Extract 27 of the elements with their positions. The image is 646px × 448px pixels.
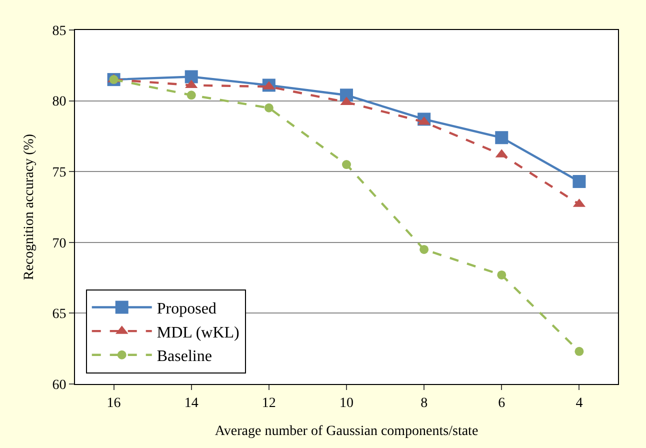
point [495,131,508,144]
x-tick-label: 14 [184,396,198,411]
y-axis-title: Recognition accuracy (%) [22,134,37,280]
y-tick-label: 60 [52,378,66,393]
y-tick-label: 85 [52,24,66,39]
legend-label: Baseline [156,348,212,366]
x-tick-label: 8 [420,396,428,411]
point [497,270,506,280]
legend-label: MDL (wKL) [156,324,240,342]
point [186,90,196,100]
x-tick-label: 10 [340,396,354,411]
x-tick-label: 4 [576,396,583,411]
x-tick-label: 12 [262,396,276,411]
point [342,160,351,170]
point [264,103,274,112]
y-tick-label: 70 [52,236,66,252]
y-tick-label: 75 [52,166,66,180]
point [420,244,429,254]
y-tick-label: 80 [52,94,66,110]
x-tick-label: 6 [498,396,506,411]
point [574,346,584,356]
x-tick-label: 16 [106,396,121,411]
y-tick-label: 65 [52,307,66,322]
point [572,175,586,188]
point [184,70,198,84]
x-axis-title: Average number of Gaussian components/state [214,424,478,440]
legend-label: Proposed [156,300,216,318]
